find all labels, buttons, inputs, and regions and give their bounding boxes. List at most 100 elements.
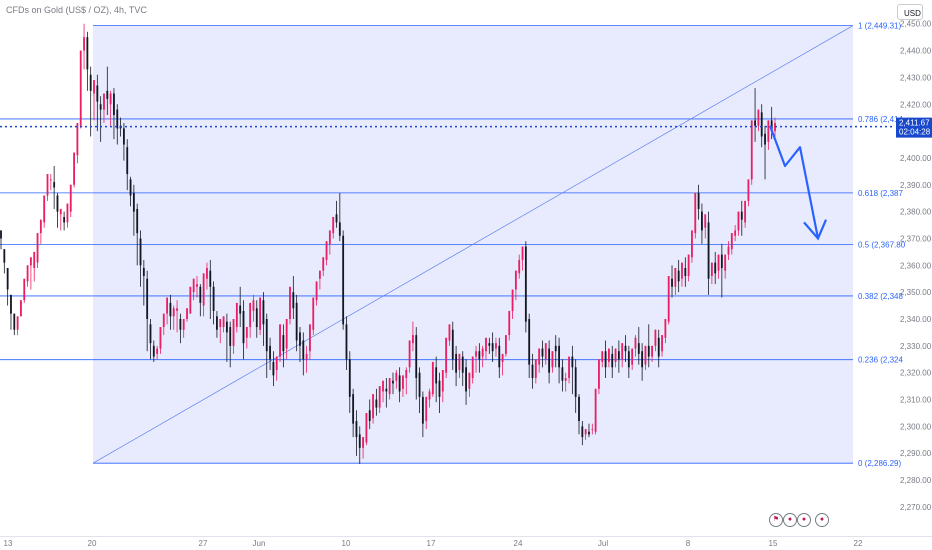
candle-body — [717, 254, 720, 271]
candle-body — [312, 297, 315, 330]
candle-body — [272, 361, 275, 376]
x-tick-label: 24 — [514, 539, 523, 548]
candle-body — [338, 222, 341, 236]
candle-body — [159, 327, 162, 349]
candle-body — [309, 324, 311, 352]
candle-body — [488, 343, 491, 346]
x-tick-label: 10 — [342, 539, 351, 548]
candle-body — [388, 378, 391, 395]
candle-body — [73, 152, 75, 185]
candle-body — [10, 294, 12, 314]
candle-body — [408, 340, 411, 368]
candle-body — [445, 337, 448, 373]
y-tick-label: 2,310.00 — [900, 396, 932, 405]
fib-levels: 1 (2,449.31) 0.786 (2,414 0.618 (2,387 0.5 … — [0, 22, 906, 468]
x-tick-label: 15 — [769, 539, 778, 548]
candle-body — [322, 257, 325, 271]
candle-body — [113, 93, 115, 115]
candle-body — [468, 372, 471, 389]
candle-body — [701, 211, 703, 231]
y-tick-label: 2,330.00 — [900, 342, 932, 351]
candle-body — [624, 345, 627, 352]
x-tick-label: Jun — [253, 539, 266, 548]
fib-level-label: 1 (2,449.31) — [858, 22, 901, 31]
candle-body — [295, 302, 298, 341]
candle-body — [481, 348, 484, 357]
candle-body — [671, 278, 673, 287]
candle-body — [724, 254, 727, 271]
arrow-head-icon — [803, 219, 828, 241]
candle-body — [631, 348, 634, 365]
candle-body — [328, 230, 331, 244]
candle-body — [219, 319, 222, 328]
candle-body — [199, 286, 202, 303]
candle-body — [614, 348, 617, 362]
candle-body — [242, 310, 245, 344]
candle-body — [20, 300, 22, 317]
candle-body — [182, 319, 185, 330]
candle-body — [109, 93, 112, 105]
fib-level-label: 0.382 (2,348 — [858, 292, 903, 301]
us-flag-icon[interactable]: ● — [815, 513, 829, 527]
candle-body — [196, 284, 198, 287]
candle-body — [691, 230, 693, 258]
candle-body — [578, 396, 580, 421]
candle-body — [209, 270, 212, 287]
candle-body — [53, 182, 56, 188]
candle-body — [611, 353, 614, 368]
candle-body — [551, 351, 554, 368]
candle-body — [734, 230, 737, 236]
candle-body — [335, 214, 338, 223]
event-flag-icon[interactable]: ⚑ — [769, 513, 783, 527]
candle-body — [189, 286, 192, 314]
candle-body — [598, 359, 600, 389]
candle-body — [395, 372, 398, 381]
x-axis: 13 20 27 Jun 10 17 24 Jul 8 15 22 — [4, 539, 863, 548]
candle-body — [235, 302, 238, 328]
candle-body — [558, 345, 560, 368]
y-tick-label: 2,350.00 — [900, 288, 932, 297]
candle-body — [365, 412, 368, 443]
candle-body — [704, 214, 707, 228]
candle-body — [46, 174, 49, 196]
candle-body — [99, 104, 102, 110]
y-tick-label: 2,440.00 — [900, 47, 932, 56]
candle-body — [455, 353, 458, 373]
candle-body — [375, 399, 378, 408]
x-tick-label: 13 — [4, 539, 13, 548]
candle-body — [617, 351, 620, 360]
y-tick-label: 2,280.00 — [900, 476, 932, 485]
candle-body — [225, 321, 228, 333]
candle-body — [216, 316, 218, 330]
us-flag-icon[interactable]: ● — [797, 513, 811, 527]
currency-button[interactable]: USD — [897, 4, 923, 20]
candle-body — [169, 302, 172, 317]
candles — [0, 23, 776, 464]
y-tick-label: 2,320.00 — [900, 369, 932, 378]
candle-body — [192, 278, 195, 293]
candle-body — [305, 353, 308, 360]
candle-body — [674, 268, 677, 287]
candle-body — [571, 356, 574, 368]
candle-body — [318, 270, 321, 279]
candle-body — [402, 375, 404, 389]
candle-body — [239, 305, 242, 314]
candle-body — [561, 367, 564, 381]
candle-body — [0, 230, 2, 239]
y-tick-label: 2,420.00 — [900, 100, 932, 109]
y-tick-label: 2,380.00 — [900, 208, 932, 217]
candle-body — [508, 310, 511, 336]
candle-body — [292, 292, 295, 309]
candle-body — [132, 192, 135, 212]
candle-body — [129, 179, 132, 196]
candle-body — [757, 109, 760, 126]
candle-body — [372, 394, 374, 419]
candle-body — [418, 372, 421, 397]
candle-body — [245, 327, 248, 338]
candle-body — [438, 380, 441, 397]
us-flag-icon[interactable]: ● — [783, 513, 797, 527]
candle-body — [142, 268, 145, 277]
candle-body — [43, 195, 46, 223]
candle-body — [730, 233, 733, 250]
